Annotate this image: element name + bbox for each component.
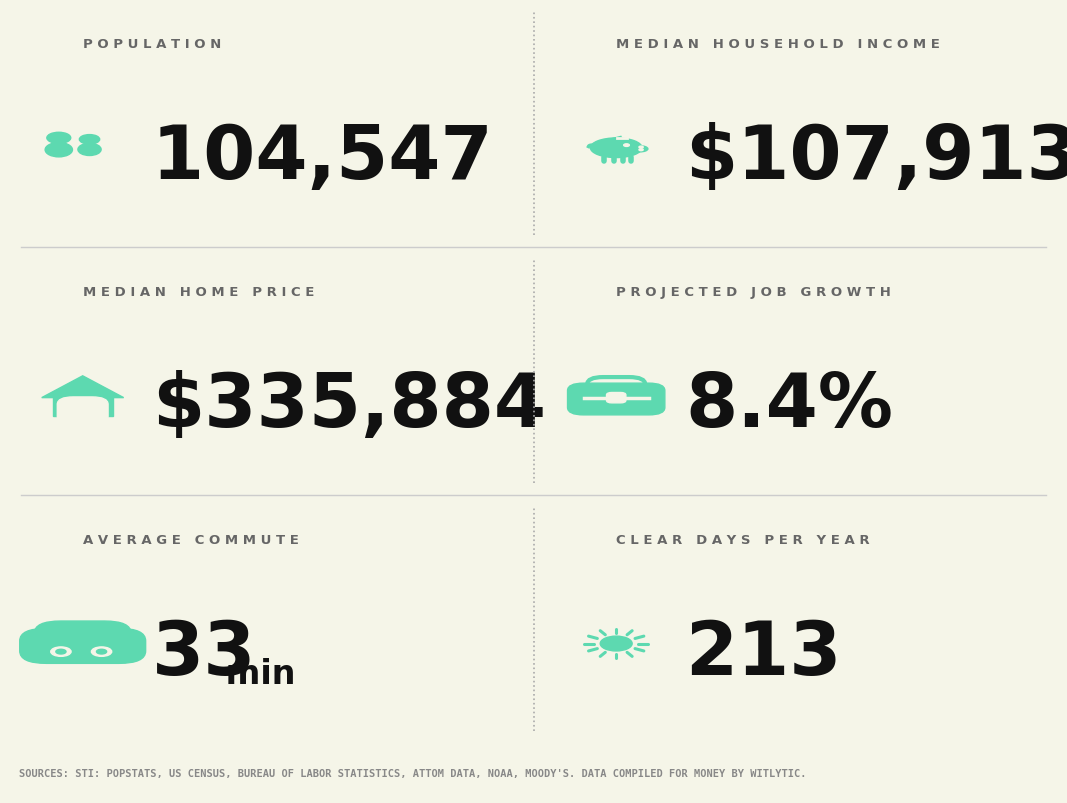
Text: M E D I A N   H O M E   P R I C E: M E D I A N H O M E P R I C E bbox=[83, 286, 314, 299]
Circle shape bbox=[47, 133, 70, 145]
Circle shape bbox=[639, 149, 643, 152]
Circle shape bbox=[92, 647, 112, 657]
FancyBboxPatch shape bbox=[34, 622, 131, 654]
Circle shape bbox=[639, 147, 643, 149]
Circle shape bbox=[601, 636, 632, 651]
Text: 104,547: 104,547 bbox=[152, 122, 494, 195]
Text: 213: 213 bbox=[686, 618, 842, 690]
Text: A V E R A G E   C O M M U T E: A V E R A G E C O M M U T E bbox=[83, 533, 299, 546]
Circle shape bbox=[96, 650, 107, 654]
Text: min: min bbox=[213, 657, 296, 690]
Circle shape bbox=[51, 647, 71, 657]
Ellipse shape bbox=[590, 139, 642, 158]
FancyBboxPatch shape bbox=[58, 397, 108, 424]
Circle shape bbox=[624, 145, 630, 147]
Text: C L E A R   D A Y S   P E R   Y E A R: C L E A R D A Y S P E R Y E A R bbox=[617, 533, 870, 546]
Circle shape bbox=[55, 650, 66, 654]
Circle shape bbox=[79, 136, 99, 145]
Text: $107,913: $107,913 bbox=[686, 122, 1067, 195]
FancyBboxPatch shape bbox=[19, 629, 145, 663]
Ellipse shape bbox=[632, 147, 648, 153]
Text: $335,884: $335,884 bbox=[152, 369, 546, 442]
Ellipse shape bbox=[45, 144, 73, 157]
Text: M E D I A N   H O U S E H O L D   I N C O M E: M E D I A N H O U S E H O L D I N C O M … bbox=[617, 38, 940, 51]
Text: P R O J E C T E D   J O B   G R O W T H: P R O J E C T E D J O B G R O W T H bbox=[617, 286, 891, 299]
Text: P O P U L A T I O N: P O P U L A T I O N bbox=[83, 38, 221, 51]
Polygon shape bbox=[610, 137, 623, 141]
FancyBboxPatch shape bbox=[568, 384, 665, 415]
FancyBboxPatch shape bbox=[53, 397, 113, 417]
Ellipse shape bbox=[78, 145, 101, 157]
FancyBboxPatch shape bbox=[606, 393, 626, 403]
Polygon shape bbox=[42, 377, 124, 398]
Text: 33: 33 bbox=[152, 618, 256, 690]
Text: 8.4%: 8.4% bbox=[686, 369, 893, 442]
Text: SOURCES: STI: POPSTATS, US CENSUS, BUREAU OF LABOR STATISTICS, ATTOM DATA, NOAA,: SOURCES: STI: POPSTATS, US CENSUS, BUREA… bbox=[19, 768, 807, 778]
